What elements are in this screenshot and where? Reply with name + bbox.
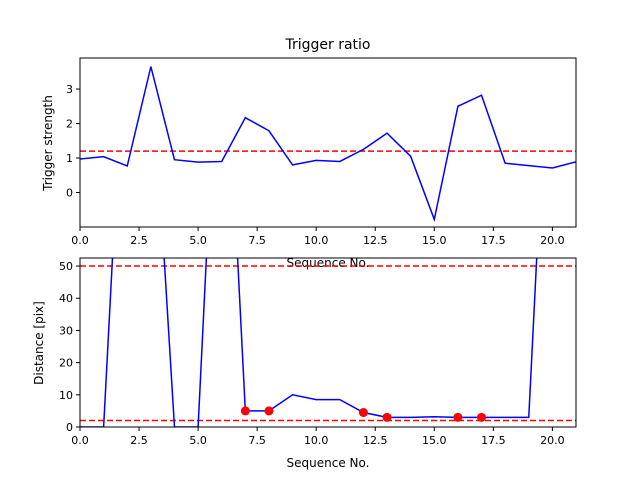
x-tick-label: 12.5 [363, 234, 388, 247]
y-tick-label: 40 [59, 292, 73, 305]
data-point-marker [477, 412, 487, 422]
y-tick-label: 0 [66, 421, 73, 434]
plot-area [80, 258, 576, 427]
x-tick-label: 15.0 [422, 234, 447, 247]
x-tick-label: 7.5 [248, 234, 266, 247]
y-tick-label: 1 [66, 152, 73, 165]
x-tick-label: 15.0 [422, 434, 447, 447]
x-tick-label: 10.0 [304, 234, 329, 247]
axis-ticks: 0.0 2.5 5.0 7.5 10.0 12.5 15.0 17.5 20.0 0 1 2 3 [66, 83, 565, 247]
x-tick-label: 17.5 [481, 434, 506, 447]
series-line [80, 66, 576, 223]
x-tick-label: 12.5 [363, 434, 388, 447]
x-tick-label: 10.0 [304, 434, 329, 447]
y-tick-label: 50 [59, 260, 73, 273]
y-tick-label: 2 [66, 118, 73, 131]
x-tick-label: 20.0 [540, 234, 565, 247]
x-tick-label: 5.0 [189, 434, 207, 447]
y-tick-label: 10 [59, 389, 73, 402]
y-tick-label: 3 [66, 83, 73, 96]
y-axis-label: Distance [pix] [32, 301, 46, 385]
data-point-marker [264, 406, 274, 416]
series-line [80, 258, 538, 427]
y-tick-label: 30 [59, 324, 73, 337]
axes-frame [79, 257, 577, 428]
x-tick-label: 0.0 [71, 434, 89, 447]
x-tick-label: 2.5 [130, 234, 148, 247]
x-tick-label: 17.5 [481, 234, 506, 247]
x-tick-label: 5.0 [189, 234, 207, 247]
chart-title: Trigger ratio [284, 37, 370, 53]
data-point-marker [382, 412, 392, 422]
x-tick-label: 2.5 [130, 434, 148, 447]
x-tick-label: 0.0 [71, 234, 89, 247]
x-axis-label: Sequence No. [287, 456, 370, 470]
trigger-ratio-chart: Trigger ratio Sequence No. Trigger stren… [41, 37, 577, 270]
distance-chart: Sequence No. Distance [pix] 0.0 2.5 5.0 7.5… [32, 257, 577, 470]
data-point-marker [358, 408, 368, 418]
x-tick-label: 20.0 [540, 434, 565, 447]
plot-area [80, 66, 576, 223]
x-tick-label: 7.5 [248, 434, 266, 447]
axes-frame [79, 57, 577, 228]
data-point-marker [453, 412, 463, 422]
data-point-marker [240, 406, 250, 416]
axis-ticks: 0.0 2.5 5.0 7.5 10.0 12.5 15.0 17.5 20.0 0 10 20 30 4… [59, 260, 565, 447]
y-tick-label: 0 [66, 187, 73, 200]
y-axis-label: Trigger strength [41, 95, 55, 192]
y-tick-label: 20 [59, 357, 73, 370]
